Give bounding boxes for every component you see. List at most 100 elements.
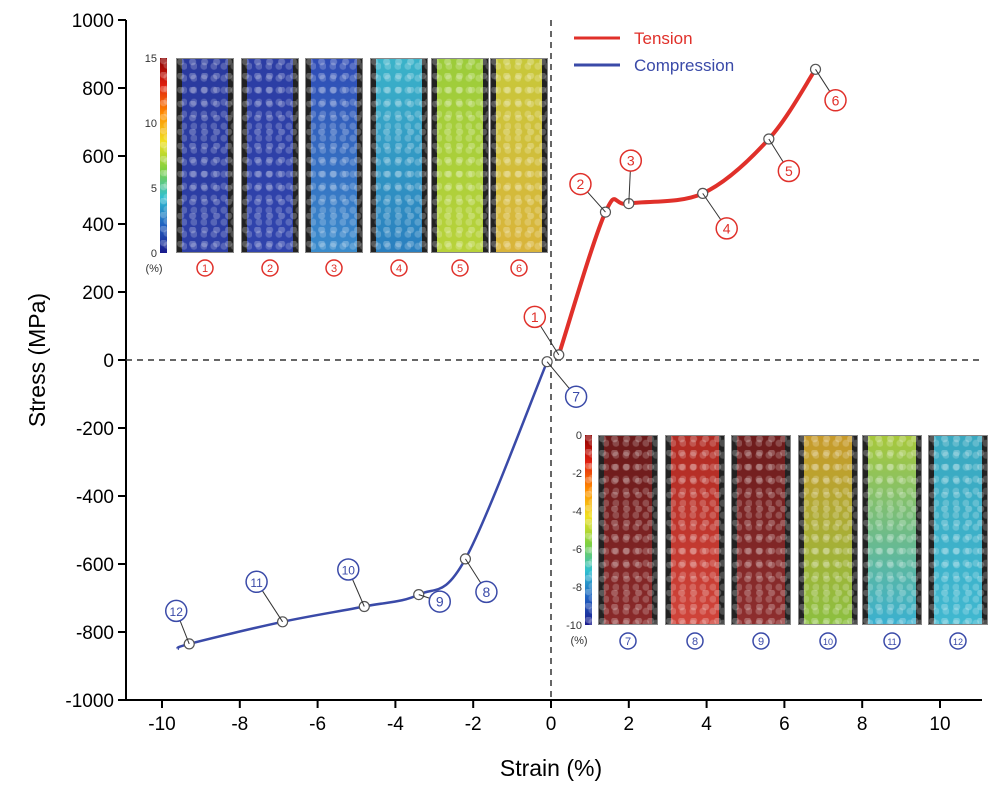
y-tick-label: 200 xyxy=(82,283,114,304)
panel-label-circle xyxy=(686,632,704,650)
colorbar-tick-label: -2 xyxy=(572,468,582,480)
point-label: 12 xyxy=(170,605,184,619)
x-tick-label: 4 xyxy=(701,714,712,735)
strain-map-10 xyxy=(798,435,858,625)
colorbar-unit: (%) xyxy=(145,263,162,275)
strain-map-2 xyxy=(241,58,299,253)
legend-label-tension: Tension xyxy=(634,29,693,48)
x-tick-label: -8 xyxy=(231,714,248,735)
colorbar-tick-label: -10 xyxy=(566,620,582,632)
colorbar-tick-label: -4 xyxy=(572,506,582,518)
y-tick-label: 400 xyxy=(82,215,114,236)
colorbar-tick-label: 5 xyxy=(151,183,157,195)
strain-map-4 xyxy=(370,58,428,253)
series-line-tension xyxy=(556,68,818,356)
panel-label: 6 xyxy=(516,263,522,275)
point-label-circle xyxy=(164,599,188,623)
colorbar-tick-label: 0 xyxy=(576,430,582,442)
series-layer xyxy=(176,63,822,651)
point-label: 2 xyxy=(577,176,585,192)
colorbar-tick-label: 10 xyxy=(145,118,157,130)
colorbar-unit: (%) xyxy=(570,635,587,647)
panel-label: 11 xyxy=(887,637,896,647)
x-tick-label: 2 xyxy=(624,714,635,735)
point-label: 5 xyxy=(785,163,793,179)
panel-label: 5 xyxy=(457,263,463,275)
point-label-circle xyxy=(824,89,847,112)
panel-label: 1 xyxy=(202,263,208,275)
y-tick-label: 600 xyxy=(82,147,114,168)
point-label: 3 xyxy=(627,153,635,169)
x-axis-label: Strain (%) xyxy=(500,755,602,781)
colorbar xyxy=(160,58,167,253)
point-label-circle xyxy=(475,580,498,604)
axes: -1000-800-600-400-20002004006008001000-1… xyxy=(65,11,982,735)
x-tick-label: 8 xyxy=(857,714,868,735)
point-label-circle xyxy=(428,590,451,613)
panel-label-circle xyxy=(390,259,408,277)
panel-label-circle xyxy=(196,259,214,277)
y-tick-label: -800 xyxy=(76,623,114,644)
colorbar-tick-label: -8 xyxy=(572,582,582,594)
panel-label: 3 xyxy=(331,263,337,275)
y-axis-label: Stress (MPa) xyxy=(24,293,50,427)
strain-map-1 xyxy=(176,58,234,253)
y-tick-label: -1000 xyxy=(65,691,114,712)
x-tick-label: 6 xyxy=(779,714,790,735)
colorbar-tick-label: -6 xyxy=(572,544,582,556)
y-tick-label: -200 xyxy=(76,419,114,440)
panel-label: 12 xyxy=(953,637,963,647)
x-tick-label: -2 xyxy=(465,714,482,735)
x-tick-label: -10 xyxy=(148,714,175,735)
point-label: 4 xyxy=(723,220,731,236)
point-label: 9 xyxy=(436,594,444,610)
x-tick-label: 0 xyxy=(546,714,557,735)
panel-label: 10 xyxy=(823,637,833,647)
strain-map-5 xyxy=(431,58,489,253)
strain-map-6 xyxy=(490,58,548,253)
point-label: 10 xyxy=(342,564,356,578)
strain-map-11 xyxy=(862,435,922,625)
reference-lines xyxy=(126,20,982,700)
point-label: 6 xyxy=(832,92,840,108)
point-label: 11 xyxy=(250,576,263,590)
strain-map-3 xyxy=(305,58,363,253)
point-label-circle xyxy=(564,385,588,408)
panel-label: 8 xyxy=(692,636,698,648)
point-label-circle xyxy=(245,570,268,594)
panel-label-circle xyxy=(325,259,343,277)
point-label-circle xyxy=(523,305,547,329)
x-tick-label: -4 xyxy=(387,714,404,735)
y-tick-label: -400 xyxy=(76,487,114,508)
series-line-compression xyxy=(176,361,549,651)
x-tick-label: -6 xyxy=(309,714,326,735)
y-tick-label: 800 xyxy=(82,79,114,100)
panel-label: 2 xyxy=(267,263,273,275)
strain-map-7 xyxy=(598,435,658,625)
point-label-circle xyxy=(569,172,592,196)
panel-label: 7 xyxy=(625,636,631,648)
y-tick-label: -600 xyxy=(76,555,114,576)
panel-label: 4 xyxy=(396,263,402,275)
panel-label-circle xyxy=(510,259,528,277)
legend: Tension Compression xyxy=(574,29,734,75)
point-label: 8 xyxy=(483,584,491,600)
y-tick-label: 1000 xyxy=(72,11,114,32)
colorbar-tick-label: 0 xyxy=(151,248,157,260)
legend-label-compression: Compression xyxy=(634,56,734,75)
colorbar xyxy=(585,435,592,625)
point-label: 7 xyxy=(572,389,580,405)
panel-label-circle xyxy=(261,259,279,277)
point-label-circle xyxy=(777,159,801,183)
y-tick-label: 0 xyxy=(103,351,114,372)
point-label-circle xyxy=(619,149,643,172)
x-tick-label: 10 xyxy=(929,714,950,735)
panel-label-circle xyxy=(752,632,770,650)
panel-label-circle xyxy=(451,259,469,277)
strain-map-8 xyxy=(665,435,725,625)
point-label-circle xyxy=(337,558,360,581)
strain-map-12 xyxy=(928,435,988,625)
panel-label-circle xyxy=(819,632,837,650)
colorbar-tick-label: 15 xyxy=(145,53,157,65)
